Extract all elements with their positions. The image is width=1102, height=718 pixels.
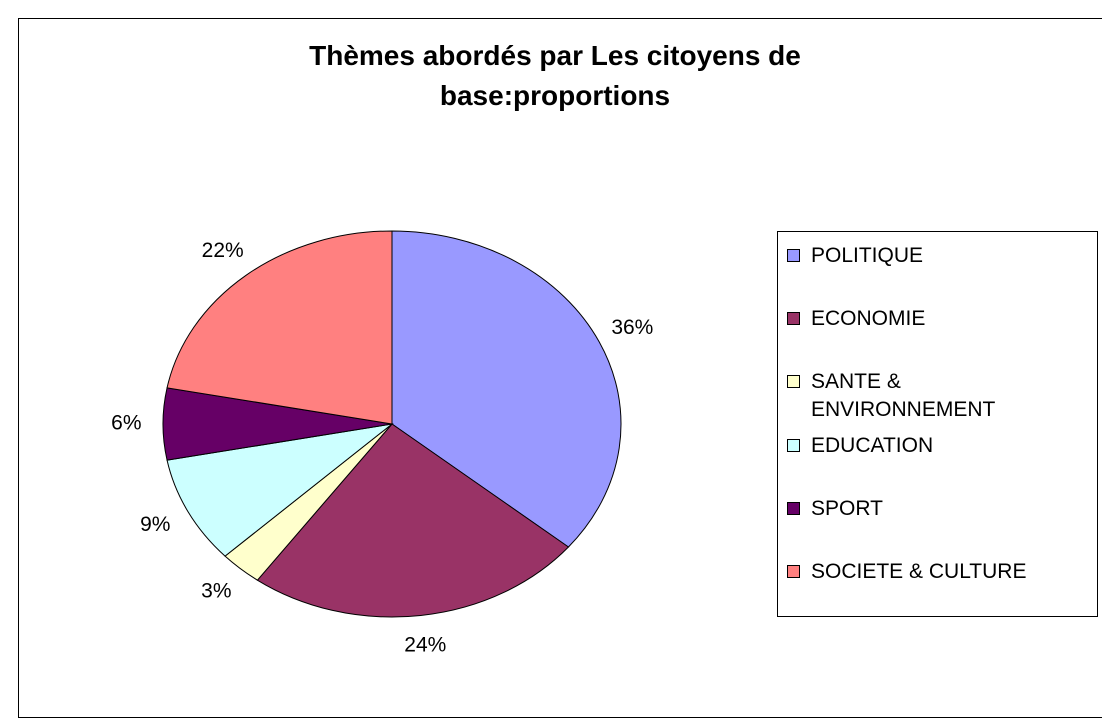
legend-swatch — [787, 249, 800, 262]
data-label: 9% — [140, 513, 170, 536]
legend-label: EDUCATION — [811, 433, 934, 457]
pie-slice — [166, 230, 393, 425]
data-label: 22% — [202, 239, 244, 262]
legend-label: POLITIQUE — [811, 244, 924, 267]
data-label: 36% — [611, 316, 653, 339]
pie-slice — [166, 423, 394, 557]
pie-slice — [256, 423, 570, 618]
legend-swatch — [787, 565, 800, 578]
data-label: 3% — [201, 579, 231, 602]
data-label: 24% — [404, 634, 446, 657]
legend: POLITIQUE ECONOMIE SANTE & ENVIRONNEMENT ED… — [777, 231, 1098, 617]
legend-label: SPORT — [811, 496, 883, 520]
legend-label: ECONOMIE — [811, 307, 926, 331]
legend-swatch — [787, 312, 800, 326]
legend-swatch — [787, 375, 800, 389]
legend-swatch — [787, 438, 800, 452]
data-label: 6% — [111, 412, 141, 435]
legend-swatch — [787, 501, 800, 515]
chart-title: Thèmes abordés par Les citoyens de base:… — [309, 40, 801, 111]
pie-slice — [391, 230, 622, 548]
legend-label: SANTE & ENVIRONNEMENT — [811, 370, 996, 422]
legend-label: SOCIETE & CULTURE — [811, 560, 1027, 583]
